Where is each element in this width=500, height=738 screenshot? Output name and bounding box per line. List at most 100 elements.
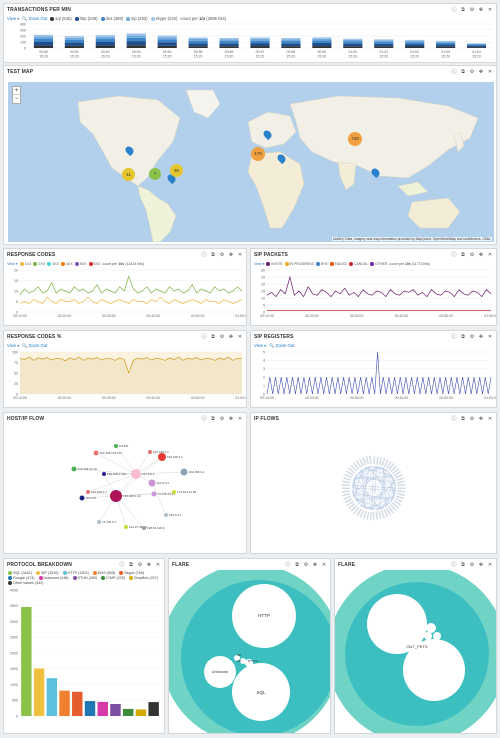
ip-label-mark[interactable] [344, 498, 353, 504]
flare-bubble[interactable] [426, 623, 436, 633]
flare-bubble[interactable] [367, 594, 427, 654]
bar-segment[interactable] [281, 38, 301, 40]
ip-label-mark[interactable] [393, 470, 402, 477]
bar-segment[interactable] [374, 46, 394, 48]
gear-icon[interactable]: ⚙ [469, 6, 475, 13]
bar-segment[interactable] [188, 39, 208, 41]
move-icon[interactable]: ✥ [478, 333, 484, 340]
ip-label-mark[interactable] [369, 455, 372, 464]
ip-label-mark[interactable] [341, 490, 350, 493]
zoom-out-button[interactable]: 🔍 Zoom Out [269, 342, 295, 348]
move-icon[interactable]: ✥ [228, 251, 234, 258]
bar[interactable] [110, 704, 121, 716]
gear-icon[interactable]: ⚙ [469, 68, 475, 75]
ip-label-mark[interactable] [375, 511, 379, 520]
bar-segment[interactable] [64, 39, 84, 43]
legend-item[interactable]: Google (474) [8, 576, 35, 580]
map-cluster[interactable]: 35 [170, 164, 183, 177]
flow-node[interactable] [172, 490, 176, 494]
flow-node[interactable] [102, 472, 106, 476]
bar-segment[interactable] [188, 40, 208, 44]
move-icon[interactable]: ✥ [228, 333, 234, 340]
bar-segment[interactable] [343, 39, 363, 42]
duplicate-icon[interactable]: ⧉ [211, 251, 215, 258]
bar-segment[interactable] [436, 41, 456, 43]
legend-item[interactable]: DNS (805) [92, 571, 115, 575]
legend-item[interactable]: HTTP (1201) [62, 571, 89, 575]
bar-segment[interactable] [250, 46, 270, 48]
legend-item[interactable]: Skype (769) [119, 571, 144, 575]
ip-label-mark[interactable] [353, 506, 360, 515]
flow-node[interactable] [79, 495, 85, 501]
view-button[interactable]: View ▾ [7, 343, 20, 348]
flow-node[interactable] [131, 469, 141, 479]
bar-segment[interactable] [219, 41, 239, 44]
legend-item[interactable]: sip (293) [126, 16, 148, 21]
ip-label-mark[interactable] [397, 487, 406, 490]
close-icon[interactable]: ✕ [487, 561, 493, 568]
flare-bubble[interactable] [232, 663, 290, 721]
bar-segment[interactable] [250, 43, 270, 47]
ip-label-mark[interactable] [391, 502, 399, 509]
flow-node[interactable] [142, 526, 146, 530]
bar-segment[interactable] [466, 45, 487, 48]
sip-registers-chart[interactable]: 5 4 3 2 1 000:10:00 00:20:00 00:30:00 00:40:00 00… [251, 349, 497, 407]
ip-label-mark[interactable] [393, 500, 401, 506]
gear-icon[interactable]: ⚙ [137, 561, 143, 568]
bar[interactable] [84, 701, 96, 716]
bar-segment[interactable] [312, 38, 332, 41]
ip-label-mark[interactable] [396, 477, 405, 482]
info-icon[interactable]: ⓘ [451, 251, 457, 258]
info-icon[interactable]: ⓘ [451, 333, 457, 340]
flow-node[interactable] [148, 450, 152, 454]
close-icon[interactable]: ✕ [487, 333, 493, 340]
legend-item[interactable]: Unknown (448) [38, 576, 69, 580]
ip-label-mark[interactable] [342, 480, 351, 484]
bar-segment[interactable] [157, 37, 177, 40]
view-button[interactable]: View ▾ [254, 343, 267, 348]
bar-segment[interactable] [405, 42, 425, 45]
map-cluster[interactable]: 11 [122, 168, 135, 181]
bar-segment[interactable] [405, 40, 425, 43]
flow-node[interactable] [97, 520, 101, 524]
flow-node[interactable] [164, 513, 168, 517]
close-icon[interactable]: ✕ [487, 251, 493, 258]
flare-bubble-chart[interactable]: OUT_PKTS [335, 570, 497, 734]
ip-label-mark[interactable] [378, 510, 382, 519]
ip-label-mark[interactable] [394, 497, 403, 503]
info-icon[interactable]: ⓘ [451, 6, 457, 13]
bar[interactable] [21, 606, 32, 716]
view-button[interactable]: View ▾ [254, 261, 265, 266]
ip-flows-chord[interactable] [251, 424, 497, 554]
ip-label-mark[interactable] [365, 456, 370, 465]
bar[interactable] [122, 708, 134, 716]
bar-segment[interactable] [281, 43, 301, 47]
bar-segment[interactable] [157, 45, 177, 48]
bar-segment[interactable] [64, 42, 84, 46]
gear-icon[interactable]: ⚙ [469, 415, 475, 422]
bar-segment[interactable] [157, 35, 177, 38]
bar-segment[interactable] [312, 42, 332, 47]
bar-segment[interactable] [188, 37, 208, 39]
series-line[interactable] [266, 351, 492, 395]
bar-segment[interactable] [250, 40, 270, 44]
bar-segment[interactable] [436, 44, 456, 47]
bar-segment[interactable] [95, 42, 115, 46]
close-icon[interactable]: ✕ [321, 561, 327, 568]
bar-segment[interactable] [466, 47, 487, 48]
flare-bubble[interactable] [240, 658, 246, 664]
bar-segment[interactable] [281, 41, 301, 44]
sip-packets-chart[interactable]: 30 25 20 15 10 5 000:10:00 00:20:00 00:30:00 00:4… [251, 267, 497, 325]
flare-bubble[interactable] [204, 656, 236, 688]
ip-label-mark[interactable] [387, 506, 395, 514]
bar-segment[interactable] [95, 36, 115, 39]
info-icon[interactable]: ⓘ [119, 561, 125, 568]
view-button[interactable]: View ▾ [7, 16, 20, 21]
bar-segment[interactable] [466, 43, 487, 44]
legend-item[interactable]: 1XX [19, 261, 31, 266]
ip-label-mark[interactable] [362, 457, 367, 466]
duplicate-icon[interactable]: ⧉ [461, 415, 465, 422]
flow-node[interactable] [71, 466, 77, 472]
gear-icon[interactable]: ⚙ [219, 415, 225, 422]
flow-node[interactable] [86, 490, 90, 494]
